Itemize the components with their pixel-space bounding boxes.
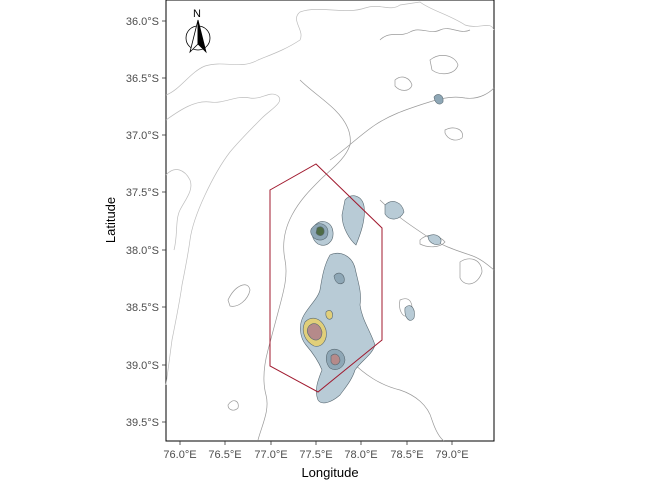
nw-peak-core [315,226,325,236]
sw-islet [227,400,239,411]
mid-peak [333,272,345,285]
x-tick-label: 76.5°E [208,449,241,461]
ne-rock [433,94,444,105]
n-wiggle [379,28,471,41]
y-tick-label: 36.5°S [126,73,159,85]
outer-shelf-contour [165,1,495,96]
south-contour [349,359,445,442]
x-tick-label: 77.5°E [299,449,332,461]
mid-peak-sand [325,310,333,320]
w-islet [227,284,251,307]
y-tick-label: 38.0°S [126,245,159,257]
sw-peak-core [306,323,323,341]
x-tick-label: 76.0°E [163,449,196,461]
study-area-outline [269,163,383,393]
x-tick-label: 78.5°E [390,449,423,461]
y-tick-label: 36.0°S [126,16,159,28]
y-tick-label: 39.0°S [126,360,159,372]
x-axis-title: Longitude [301,465,358,480]
north-arrow-right-half [197,19,207,54]
x-tick-label: 79.0°E [435,449,468,461]
s-peak-core [330,353,341,366]
bank-layer [300,94,444,404]
y-tick-label: 37.5°S [126,187,159,199]
y-axis-title: Latitude [103,197,118,243]
north-arrow: N [185,8,211,54]
north-arrow-label: N [193,8,201,20]
y-axis: 36.0°S 36.5°S 37.0°S 37.5°S 38.0°S 38.5°… [126,16,166,429]
x-tick-label: 78.0°E [344,449,377,461]
x-tick-label: 77.0°E [254,449,287,461]
bathymetry-layer [165,1,495,442]
x-axis: 76.0°E 76.5°E 77.0°E 77.5°E 78.0°E 78.5°… [163,441,469,461]
mid-contour [257,79,351,441]
y-tick-label: 39.5°S [126,417,159,429]
y-tick-label: 37.0°S [126,130,159,142]
east-shoal [384,201,442,321]
west-contour-1 [165,93,281,386]
ne-islets [394,55,463,141]
east-contour [329,87,495,161]
southeast-contour [379,199,495,271]
y-tick-label: 38.5°S [126,302,159,314]
west-contour-2 [165,169,192,251]
